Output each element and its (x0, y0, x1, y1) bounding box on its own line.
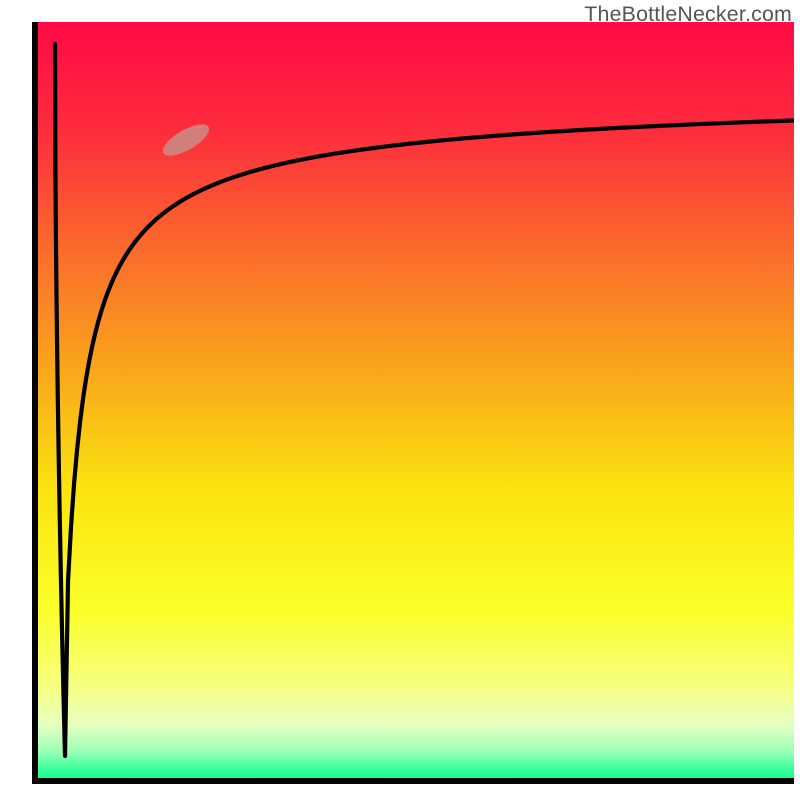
plot-background (38, 22, 794, 778)
axis-bottom (32, 778, 794, 784)
bottleneck-chart (0, 0, 800, 800)
watermark-text: TheBottleNecker.com (584, 2, 792, 27)
axis-left (32, 22, 38, 784)
chart-canvas: TheBottleNecker.com (0, 0, 800, 800)
